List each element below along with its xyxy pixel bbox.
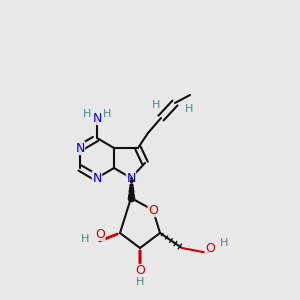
Text: N: N: [92, 172, 102, 184]
Text: H: H: [185, 104, 193, 114]
Text: H: H: [81, 234, 89, 244]
Text: H: H: [83, 109, 91, 119]
Text: O: O: [95, 227, 105, 241]
Text: H: H: [136, 277, 144, 287]
Text: O: O: [148, 203, 158, 217]
Text: O: O: [135, 265, 145, 278]
Text: N: N: [92, 112, 102, 124]
Text: N: N: [75, 142, 85, 154]
Text: H: H: [103, 109, 111, 119]
Text: O: O: [205, 242, 215, 256]
Text: H: H: [152, 100, 160, 110]
Text: N: N: [126, 172, 136, 184]
Text: H: H: [220, 238, 228, 248]
